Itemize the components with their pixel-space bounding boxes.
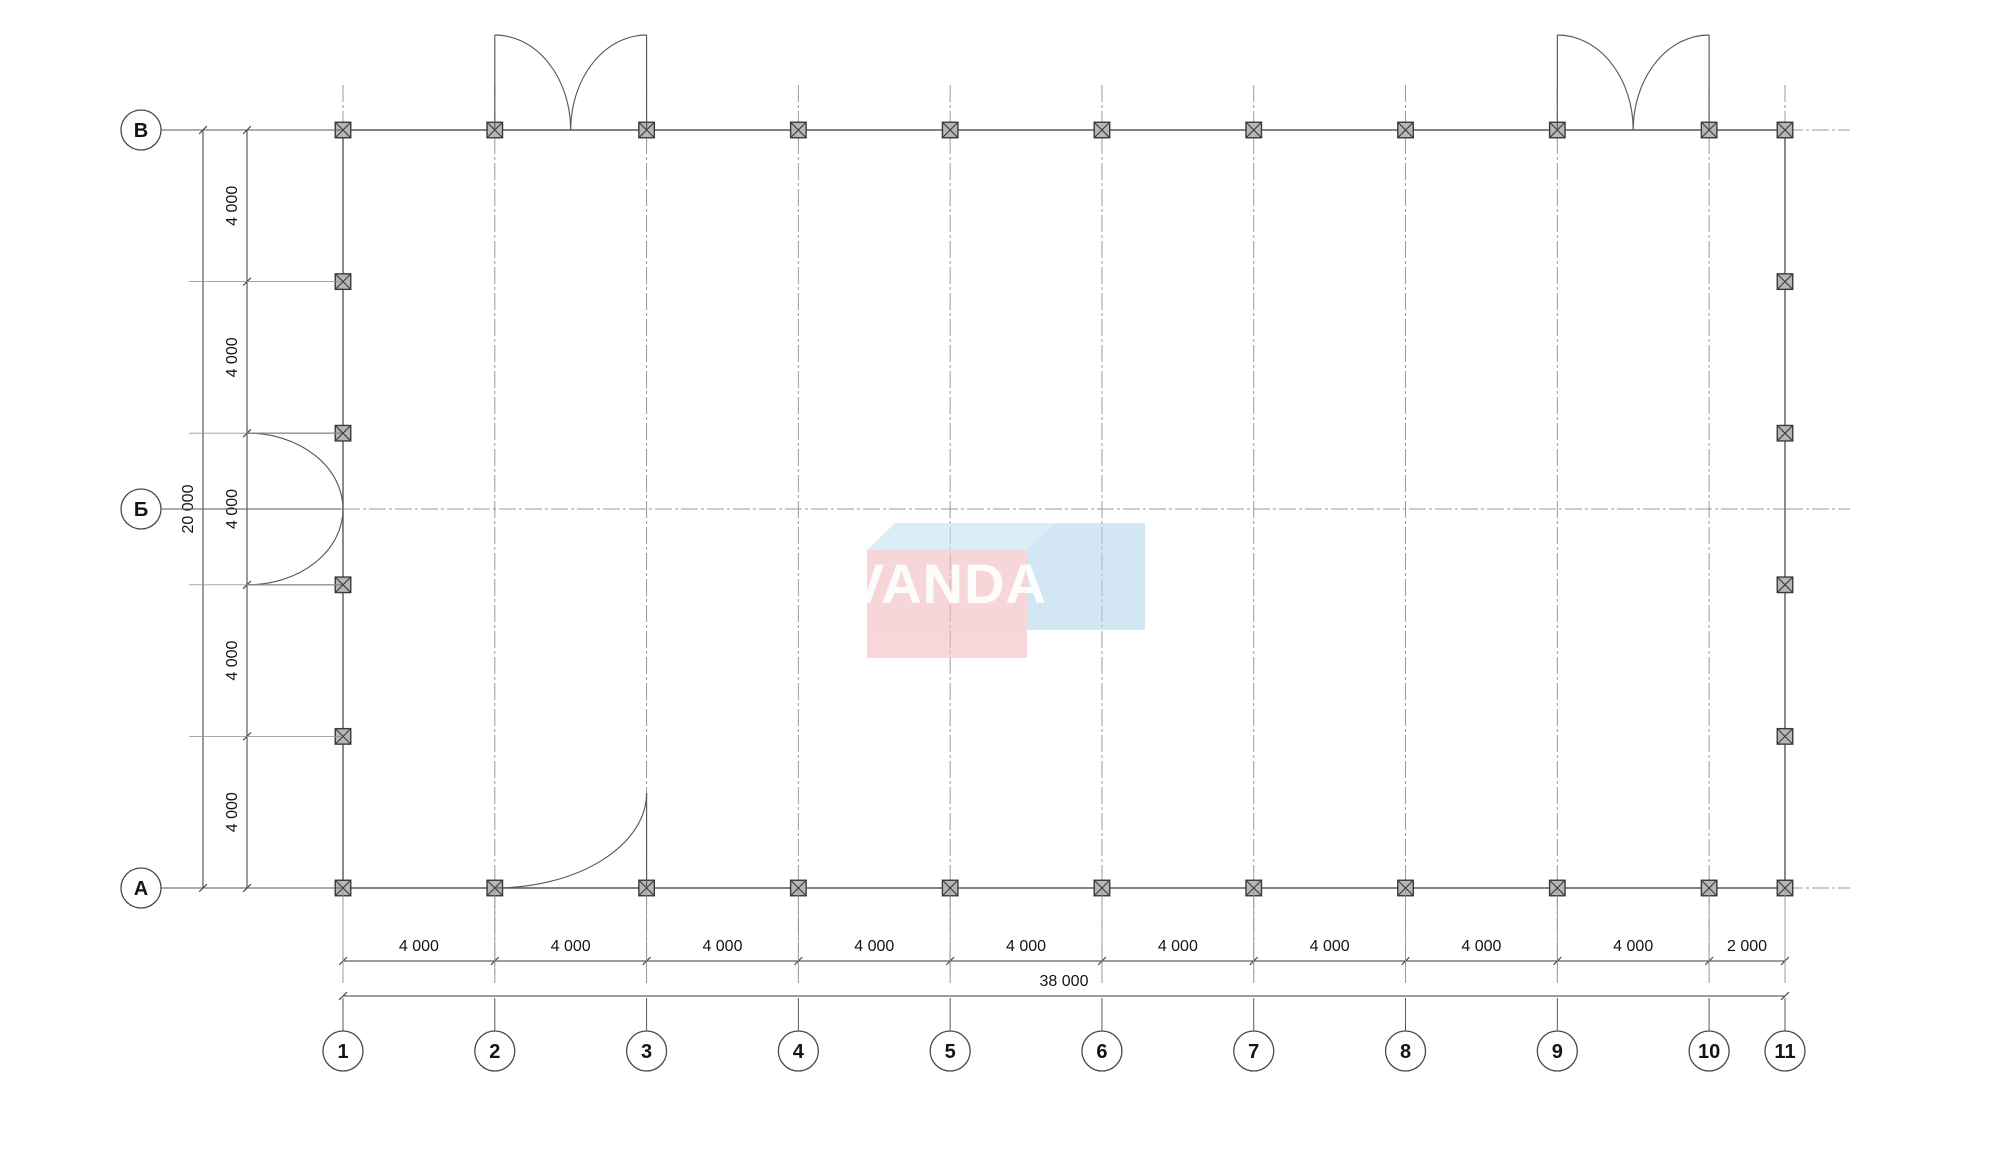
- svg-text:38 000: 38 000: [1040, 973, 1089, 990]
- svg-text:Б: Б: [134, 499, 148, 521]
- svg-text:4 000: 4 000: [224, 792, 241, 832]
- svg-text:B: B: [134, 120, 148, 142]
- svg-text:11: 11: [1774, 1041, 1795, 1063]
- svg-text:1: 1: [337, 1041, 348, 1063]
- svg-text:4 000: 4 000: [1613, 938, 1653, 955]
- svg-text:6: 6: [1096, 1041, 1107, 1063]
- svg-text:4: 4: [793, 1041, 805, 1063]
- svg-text:2 000: 2 000: [1727, 938, 1767, 955]
- svg-text:4 000: 4 000: [1461, 938, 1501, 955]
- svg-text:8: 8: [1400, 1041, 1411, 1063]
- svg-text:4 000: 4 000: [551, 938, 591, 955]
- svg-text:VANDA: VANDA: [847, 552, 1047, 615]
- svg-text:9: 9: [1552, 1041, 1563, 1063]
- svg-text:4 000: 4 000: [854, 938, 894, 955]
- svg-text:10: 10: [1698, 1041, 1720, 1063]
- svg-text:4 000: 4 000: [1158, 938, 1198, 955]
- svg-text:4 000: 4 000: [702, 938, 742, 955]
- svg-text:4 000: 4 000: [224, 640, 241, 680]
- svg-text:4 000: 4 000: [224, 337, 241, 377]
- svg-text:4 000: 4 000: [399, 938, 439, 955]
- svg-text:2: 2: [489, 1041, 500, 1063]
- svg-text:A: A: [134, 878, 148, 900]
- svg-text:7: 7: [1248, 1041, 1259, 1063]
- svg-text:4 000: 4 000: [1006, 938, 1046, 955]
- svg-text:3: 3: [641, 1041, 652, 1063]
- svg-text:4 000: 4 000: [1310, 938, 1350, 955]
- svg-text:4 000: 4 000: [224, 186, 241, 226]
- svg-text:5: 5: [945, 1041, 956, 1063]
